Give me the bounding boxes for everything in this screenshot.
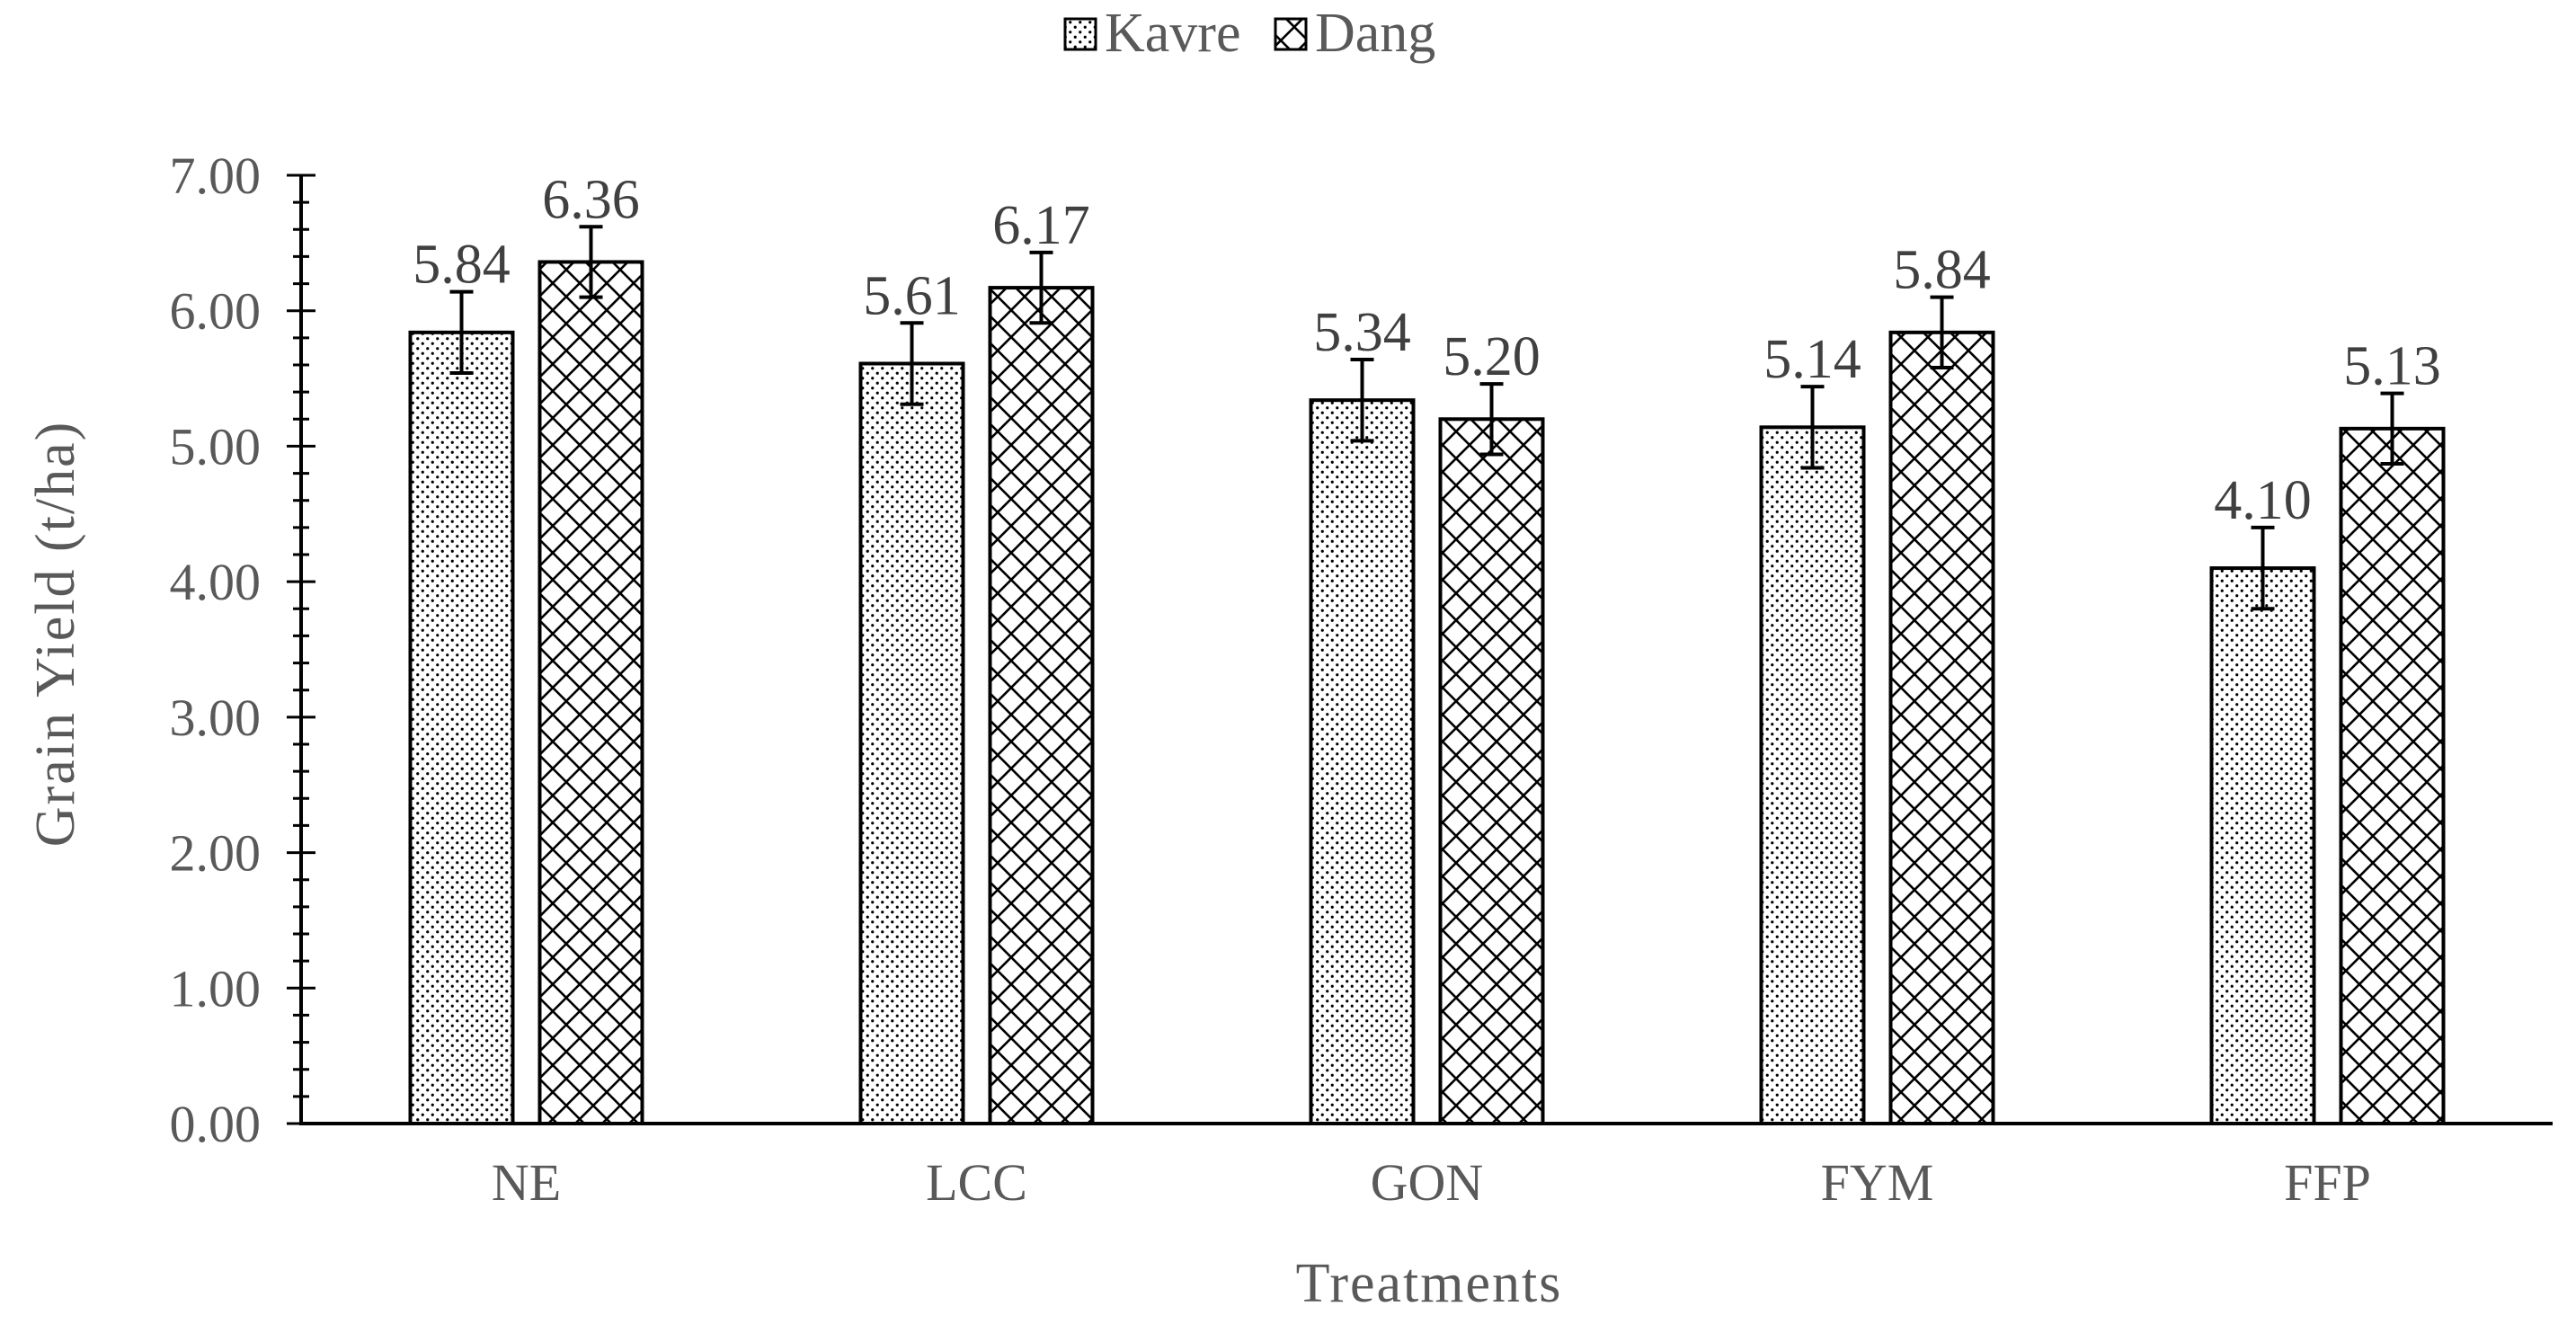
y-tick-label: 4.00 bbox=[170, 553, 262, 611]
y-tick-label: 1.00 bbox=[170, 959, 262, 1017]
data-label: 5.14 bbox=[1763, 329, 1861, 390]
bar-dang-gon bbox=[1438, 417, 1545, 1125]
data-label: 5.61 bbox=[863, 265, 961, 326]
bar-dang-ne bbox=[537, 260, 644, 1125]
data-label: 5.84 bbox=[413, 235, 511, 296]
x-tick-label: NE bbox=[492, 1153, 561, 1212]
bar-kavre-lcc bbox=[858, 361, 965, 1125]
data-label: 6.17 bbox=[992, 195, 1090, 256]
data-label: 5.84 bbox=[1893, 240, 1991, 301]
bar-dang-lcc bbox=[988, 286, 1095, 1126]
y-axis: 0.00 1.00 2.00 3.00 4.00 5.00 6.00 7.00 bbox=[170, 147, 315, 1153]
y-tick-label: 2.00 bbox=[170, 824, 262, 883]
x-tick-label: FYM bbox=[1821, 1153, 1934, 1212]
bar-kavre-gon bbox=[1309, 398, 1416, 1125]
legend-label-kavre: Kavre bbox=[1105, 3, 1240, 64]
y-tick-label: 5.00 bbox=[170, 417, 262, 475]
y-tick-label: 7.00 bbox=[170, 147, 262, 205]
y-axis-title: Grain Yield (t/ha) bbox=[25, 421, 86, 847]
data-label: 6.36 bbox=[542, 169, 640, 230]
x-tick-label: GON bbox=[1371, 1153, 1484, 1212]
data-label: 5.34 bbox=[1313, 302, 1411, 363]
legend-swatch-kavre bbox=[1063, 17, 1097, 51]
bar-kavre-ffp bbox=[2209, 566, 2316, 1125]
bar-kavre-ne bbox=[408, 330, 515, 1126]
data-label: 5.20 bbox=[1443, 326, 1541, 387]
bars: 5.84 6.36 5.61 6.17 5.34 5.20 5.14 5.84 4.10 5.13 bbox=[408, 169, 2446, 1126]
bar-kavre-fym bbox=[1759, 425, 1866, 1126]
x-tick-label: FFP bbox=[2284, 1153, 2371, 1212]
y-tick-label: 6.00 bbox=[170, 282, 262, 341]
bar-dang-ffp bbox=[2339, 426, 2446, 1126]
legend-label-dang: Dang bbox=[1315, 3, 1435, 64]
y-tick-label: 3.00 bbox=[170, 689, 262, 747]
data-label: 4.10 bbox=[2214, 470, 2312, 531]
legend: Kavre Dang bbox=[1063, 3, 1435, 64]
legend-swatch-dang bbox=[1274, 17, 1308, 51]
y-tick-label: 0.00 bbox=[170, 1095, 262, 1153]
x-axis-title: Treatments bbox=[1296, 1253, 1563, 1314]
data-label: 5.13 bbox=[2343, 336, 2441, 397]
x-axis: NE LCC GON FYM FFP bbox=[299, 1122, 2553, 1212]
bar-dang-fym bbox=[1888, 330, 1995, 1126]
x-tick-label: LCC bbox=[926, 1153, 1027, 1212]
